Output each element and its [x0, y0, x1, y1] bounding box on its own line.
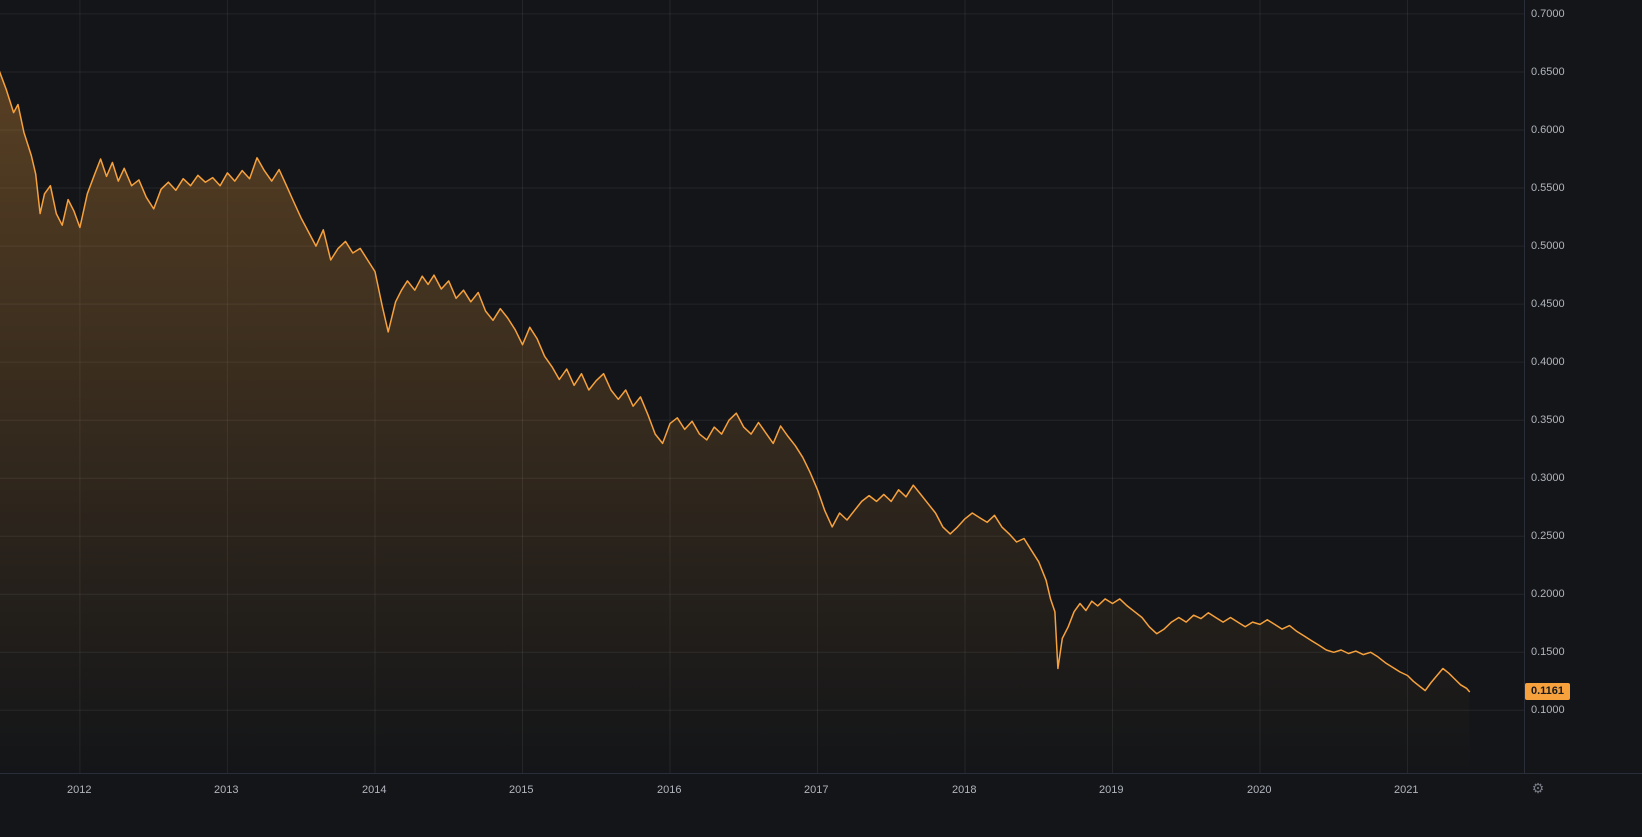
- y-axis-label: 0.2000: [1531, 588, 1565, 600]
- y-axis-label: 0.5000: [1531, 240, 1565, 252]
- x-axis-label: 2013: [214, 784, 239, 796]
- y-axis-label: 0.3500: [1531, 414, 1565, 426]
- x-axis-label: 2017: [804, 784, 829, 796]
- x-axis-label: 2016: [657, 784, 682, 796]
- x-axis-label: 2021: [1394, 784, 1419, 796]
- price-area: [0, 72, 1470, 773]
- x-axis-label: 2020: [1247, 784, 1272, 796]
- x-axis-label: 2018: [952, 784, 977, 796]
- price-axis[interactable]: 0.1161 0.7000 0.6500 0.6000 0.5500 0.5000 0.4…: [1524, 0, 1642, 773]
- settings-gear-icon[interactable]: ⚙: [1531, 780, 1545, 796]
- x-axis-label: 2015: [509, 784, 534, 796]
- time-axis[interactable]: ⚙ 2012 2013 2014 2015 2016 2017 2018 2019 2020 20…: [0, 773, 1642, 837]
- last-price-badge: 0.1161: [1525, 683, 1571, 700]
- y-axis-label: 0.4500: [1531, 298, 1565, 310]
- y-axis-label: 0.3000: [1531, 472, 1565, 484]
- y-axis-label: 0.6500: [1531, 66, 1565, 78]
- y-axis-label: 0.1000: [1531, 704, 1565, 716]
- x-axis-label: 2012: [67, 784, 92, 796]
- y-axis-label: 0.5500: [1531, 182, 1565, 194]
- plot-area[interactable]: [0, 0, 1524, 773]
- chart-canvas[interactable]: [0, 0, 1524, 773]
- x-axis-label: 2014: [362, 784, 387, 796]
- x-axis-label: 2019: [1099, 784, 1124, 796]
- y-axis-label: 0.1500: [1531, 646, 1565, 658]
- y-axis-label: 0.7000: [1531, 8, 1565, 20]
- y-axis-label: 0.6000: [1531, 124, 1565, 136]
- price-line: [0, 70, 1471, 693]
- y-axis-label: 0.2500: [1531, 530, 1565, 542]
- y-axis-label: 0.4000: [1531, 356, 1565, 368]
